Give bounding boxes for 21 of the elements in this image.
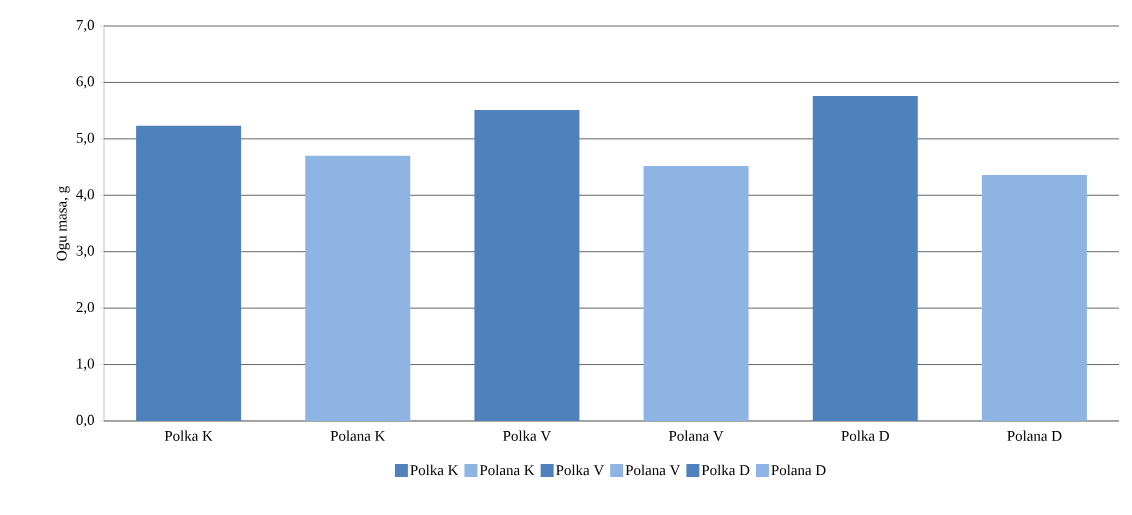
x-tick-label: Polka K [164, 430, 213, 441]
y-tick-label: 0,0 [76, 414, 95, 428]
legend-label: Polana V [625, 464, 681, 476]
y-tick-label: 3,0 [76, 245, 95, 258]
x-tick-label: Polana V [668, 430, 724, 441]
legend-label: Polana D [771, 464, 826, 476]
y-axis-title: Ogu masa, g [56, 186, 70, 261]
x-tick-label: Polana D [1007, 430, 1062, 441]
x-tick-label: Polana K [330, 430, 386, 441]
y-tick-label: 7,0 [76, 19, 95, 33]
legend-label: Polka V [556, 464, 605, 476]
legend-label: Polka D [701, 464, 750, 476]
y-tick-label: 2,0 [76, 302, 95, 315]
y-tick-label: 5,0 [76, 132, 95, 145]
legend-label: Polka K [410, 464, 459, 476]
y-tick-label: 6,0 [76, 76, 95, 89]
y-tick-label: 4,0 [76, 189, 95, 202]
y-tick-label: 1,0 [77, 358, 95, 371]
x-tick-label: Polka D [841, 430, 889, 441]
legend-label: Polana K [479, 464, 535, 476]
x-tick-label: Polka V [503, 430, 552, 441]
